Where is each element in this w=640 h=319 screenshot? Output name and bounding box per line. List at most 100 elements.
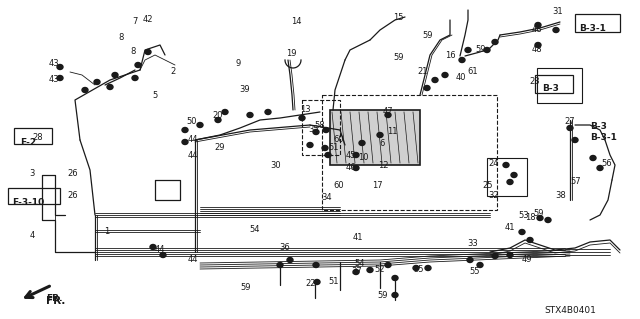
Text: 32: 32 (489, 191, 499, 201)
Text: 31: 31 (553, 8, 563, 17)
Text: 55: 55 (413, 264, 424, 273)
Bar (8, 188, 60, 204)
Ellipse shape (377, 132, 383, 137)
Text: 59: 59 (241, 283, 252, 292)
Ellipse shape (287, 257, 293, 263)
Ellipse shape (507, 253, 513, 257)
Text: 34: 34 (322, 194, 332, 203)
Ellipse shape (182, 128, 188, 132)
Ellipse shape (432, 78, 438, 83)
Text: 54: 54 (250, 225, 260, 234)
Ellipse shape (535, 23, 541, 27)
Text: 27: 27 (564, 117, 575, 127)
Text: 9: 9 (236, 58, 241, 68)
Ellipse shape (265, 109, 271, 115)
Text: 44: 44 (188, 256, 198, 264)
Bar (535, 75, 573, 93)
Ellipse shape (353, 166, 359, 170)
Text: STX4B0401: STX4B0401 (544, 306, 596, 315)
Ellipse shape (215, 117, 221, 122)
Text: 15: 15 (393, 12, 403, 21)
Text: 44: 44 (188, 151, 198, 160)
Text: 45: 45 (346, 151, 356, 160)
Text: 7: 7 (132, 18, 138, 26)
Text: 8: 8 (131, 48, 136, 56)
Ellipse shape (503, 162, 509, 167)
Text: 21: 21 (418, 68, 428, 77)
Text: 59: 59 (476, 44, 486, 54)
Text: B-3-1: B-3-1 (579, 24, 606, 33)
Ellipse shape (197, 122, 203, 128)
Ellipse shape (160, 253, 166, 257)
Text: 49: 49 (522, 255, 532, 263)
Text: 26: 26 (68, 168, 78, 177)
Text: 14: 14 (291, 18, 301, 26)
Text: 43: 43 (49, 76, 60, 85)
Ellipse shape (492, 254, 498, 258)
Text: 60: 60 (333, 136, 344, 145)
Text: 47: 47 (383, 108, 394, 116)
Text: 38: 38 (556, 191, 566, 201)
Text: 39: 39 (240, 85, 250, 94)
Text: FR.: FR. (46, 294, 63, 303)
Ellipse shape (442, 72, 448, 78)
Text: 43: 43 (49, 58, 60, 68)
Text: FR.: FR. (46, 296, 65, 306)
Ellipse shape (112, 72, 118, 78)
Ellipse shape (545, 218, 551, 222)
Text: 44: 44 (188, 135, 198, 144)
Text: 25: 25 (483, 181, 493, 189)
Text: 58: 58 (315, 122, 325, 130)
Text: 20: 20 (212, 112, 223, 121)
Text: B-3: B-3 (590, 122, 607, 131)
Text: 36: 36 (280, 243, 291, 253)
Bar (14, 128, 52, 144)
Bar (302, 100, 340, 155)
Ellipse shape (353, 270, 359, 275)
Text: 57: 57 (571, 176, 581, 186)
Text: 48: 48 (532, 26, 542, 34)
Text: 41: 41 (353, 233, 364, 241)
Text: 35: 35 (308, 125, 319, 135)
Ellipse shape (182, 139, 188, 145)
Text: 28: 28 (33, 132, 44, 142)
Text: 12: 12 (378, 160, 388, 169)
Ellipse shape (325, 152, 331, 158)
Bar (322, 95, 497, 210)
Ellipse shape (107, 85, 113, 90)
Ellipse shape (572, 137, 578, 143)
Ellipse shape (567, 125, 573, 130)
Ellipse shape (247, 113, 253, 117)
Text: 24: 24 (489, 159, 499, 167)
Text: 60: 60 (333, 181, 344, 189)
Text: 48: 48 (532, 46, 542, 55)
Ellipse shape (323, 128, 329, 132)
Ellipse shape (94, 79, 100, 85)
Ellipse shape (477, 263, 483, 268)
Text: 4: 4 (29, 232, 35, 241)
Ellipse shape (459, 57, 465, 63)
Ellipse shape (145, 49, 151, 55)
Text: 26: 26 (68, 191, 78, 201)
Ellipse shape (385, 263, 391, 268)
Ellipse shape (507, 180, 513, 184)
Ellipse shape (277, 263, 283, 268)
Text: 33: 33 (468, 239, 478, 248)
Text: 50: 50 (187, 117, 197, 127)
Text: 53: 53 (518, 211, 529, 219)
Text: 16: 16 (445, 51, 455, 61)
Text: 59: 59 (423, 32, 433, 41)
Text: 51: 51 (329, 277, 339, 286)
Text: 5: 5 (152, 91, 157, 100)
Text: 6: 6 (380, 138, 385, 147)
Text: E-2: E-2 (20, 138, 36, 147)
Bar (537, 68, 582, 103)
Ellipse shape (367, 268, 373, 272)
Text: 56: 56 (602, 159, 612, 167)
Ellipse shape (392, 276, 398, 280)
Ellipse shape (135, 63, 141, 68)
Text: 18: 18 (525, 213, 535, 222)
Bar (575, 14, 620, 32)
Text: 2: 2 (170, 68, 175, 77)
Ellipse shape (359, 140, 365, 145)
